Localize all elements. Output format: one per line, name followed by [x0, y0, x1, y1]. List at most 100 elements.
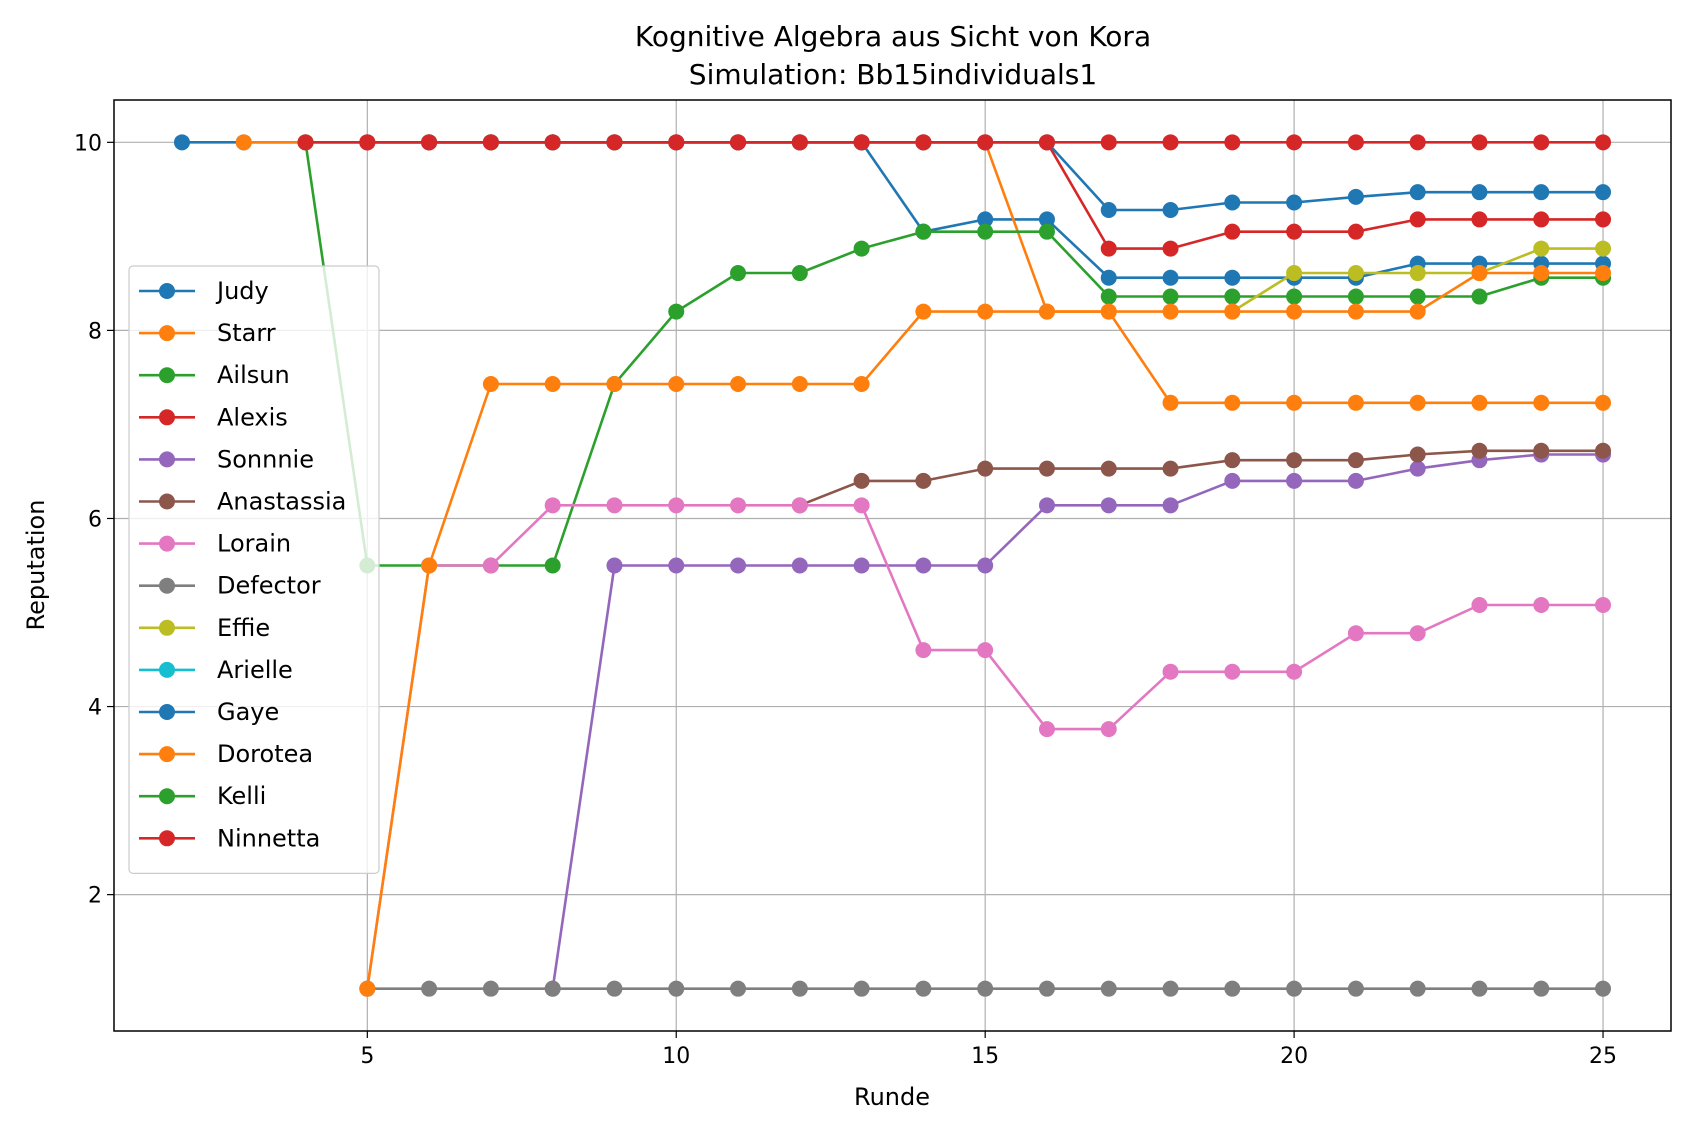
data-point-alexis [1409, 211, 1426, 228]
data-point-defector [791, 980, 808, 997]
data-point-lorain [1409, 625, 1426, 642]
legend-swatch-marker [159, 704, 175, 720]
data-point-defector [1409, 980, 1426, 997]
data-point-defector [1347, 980, 1364, 997]
data-point-lorain [668, 497, 685, 514]
data-point-ninnetta [730, 134, 747, 151]
data-point-effie [1347, 265, 1364, 282]
legend-item-dorotea: Dorotea [139, 740, 313, 768]
legend-label: Sonnnie [217, 445, 314, 473]
data-point-ninnetta [359, 134, 376, 151]
data-point-lorain [791, 497, 808, 514]
data-point-lorain [915, 642, 932, 659]
legend-item-ailsun: Ailsun [139, 361, 290, 389]
data-point-sonnnie [915, 557, 932, 574]
legend-label: Kelli [217, 782, 266, 810]
series-layer [173, 134, 1612, 997]
data-point-ninnetta [544, 134, 561, 151]
data-point-dorotea [1224, 303, 1241, 320]
data-point-judy [1224, 269, 1241, 286]
data-point-gaye [1286, 194, 1303, 211]
data-point-starr [1347, 394, 1364, 411]
data-point-ninnetta [1100, 134, 1117, 151]
series-line-ailsun [304, 142, 1603, 567]
legend-label: Gaye [217, 698, 279, 726]
data-point-ninnetta [421, 134, 438, 151]
data-point-ailsun [1162, 288, 1179, 305]
data-point-dorotea [1347, 303, 1364, 320]
data-point-defector [730, 980, 747, 997]
data-point-starr [1286, 394, 1303, 411]
data-point-anastassia [977, 460, 994, 477]
data-point-ailsun [1100, 288, 1117, 305]
data-point-lorain [1038, 721, 1055, 738]
legend-label: Anastassia [217, 488, 346, 516]
data-point-judy [1038, 211, 1055, 228]
legend-label: Alexis [217, 403, 288, 431]
data-point-dorotea [1471, 265, 1488, 282]
data-point-lorain [544, 497, 561, 514]
data-point-gaye [1533, 184, 1550, 201]
data-point-defector [1100, 980, 1117, 997]
series-dorotea [359, 265, 1612, 997]
legend-label: Judy [215, 277, 269, 305]
legend-label: Ninnetta [217, 824, 320, 852]
data-point-ninnetta [1224, 134, 1241, 151]
data-point-ninnetta [1595, 134, 1612, 151]
data-point-dorotea [791, 376, 808, 393]
data-point-anastassia [1409, 446, 1426, 463]
data-point-lorain [1595, 596, 1612, 613]
data-point-effie [1409, 265, 1426, 282]
data-point-ninnetta [1471, 134, 1488, 151]
data-point-lorain [1533, 596, 1550, 613]
data-point-alexis [1471, 211, 1488, 228]
data-point-lorain [482, 557, 499, 574]
data-point-defector [421, 980, 438, 997]
data-point-alexis [1286, 223, 1303, 240]
data-point-starr [1595, 394, 1612, 411]
legend-item-arielle: Arielle [139, 656, 293, 684]
data-point-sonnnie [791, 557, 808, 574]
data-point-defector [1533, 980, 1550, 997]
chart-subtitle: Simulation: Bb15individuals1 [689, 58, 1097, 91]
x-axis-label: Runde [854, 1083, 930, 1111]
y-tick-label: 6 [88, 507, 102, 532]
legend-swatch-marker [159, 451, 175, 468]
data-point-lorain [1471, 596, 1488, 613]
data-point-sonnnie [668, 557, 685, 574]
data-point-ninnetta [1533, 134, 1550, 151]
data-point-ninnetta [1286, 134, 1303, 151]
data-point-defector [1038, 980, 1055, 997]
data-point-lorain [1347, 625, 1364, 642]
data-point-ailsun [853, 240, 870, 257]
data-point-defector [1595, 980, 1612, 997]
data-point-anastassia [1224, 452, 1241, 469]
data-point-gaye [1100, 202, 1117, 219]
data-point-dorotea [853, 376, 870, 393]
legend-item-anastassia: Anastassia [139, 488, 346, 516]
data-point-defector [606, 980, 623, 997]
legend-label: Effie [217, 614, 270, 642]
data-point-sonnnie [1286, 472, 1303, 489]
data-point-ailsun [544, 557, 561, 574]
data-point-effie [1595, 240, 1612, 257]
data-point-dorotea [1286, 303, 1303, 320]
plot-area-frame [113, 99, 1672, 1032]
data-point-defector [915, 980, 932, 997]
data-point-alexis [1224, 223, 1241, 240]
x-tick-label: 10 [662, 1044, 690, 1069]
legend-item-starr: Starr [139, 319, 276, 347]
data-point-ailsun [1224, 288, 1241, 305]
data-point-ninnetta [668, 134, 685, 151]
data-point-ninnetta [791, 134, 808, 151]
data-point-dorotea [668, 376, 685, 393]
data-point-lorain [1100, 721, 1117, 738]
data-point-sonnnie [1100, 497, 1117, 514]
data-point-anastassia [1162, 460, 1179, 477]
data-point-anastassia [915, 472, 932, 489]
data-point-judy [1162, 269, 1179, 286]
series-line-sonnnie [551, 453, 1603, 989]
data-point-dorotea [1162, 303, 1179, 320]
legend-label: Lorain [217, 530, 291, 558]
data-point-dorotea [1038, 303, 1055, 320]
